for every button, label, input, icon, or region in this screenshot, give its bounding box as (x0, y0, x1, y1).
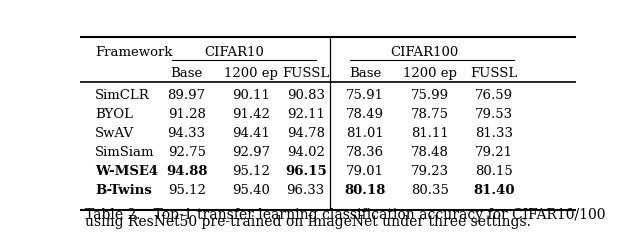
Text: 92.75: 92.75 (168, 146, 205, 159)
Text: 76.59: 76.59 (475, 89, 513, 102)
Text: FUSSL: FUSSL (470, 67, 518, 80)
Text: 96.15: 96.15 (285, 165, 326, 178)
Text: 79.23: 79.23 (411, 165, 449, 178)
Text: 79.53: 79.53 (475, 108, 513, 121)
Text: BYOL: BYOL (95, 108, 133, 121)
Text: 89.97: 89.97 (168, 89, 205, 102)
Text: 1200 ep: 1200 ep (403, 67, 456, 80)
Text: 80.35: 80.35 (411, 184, 449, 197)
Text: W-MSE4: W-MSE4 (95, 165, 158, 178)
Text: SwAV: SwAV (95, 127, 134, 140)
Text: Base: Base (349, 67, 381, 80)
Text: 75.99: 75.99 (411, 89, 449, 102)
Text: using ResNet50 pre-trained on ImageNet under three settings.: using ResNet50 pre-trained on ImageNet u… (85, 215, 531, 229)
Text: 81.33: 81.33 (475, 127, 513, 140)
Text: CIFAR10: CIFAR10 (204, 46, 264, 59)
Text: 95.12: 95.12 (168, 184, 205, 197)
Text: SimSiam: SimSiam (95, 146, 154, 159)
Text: 78.75: 78.75 (411, 108, 449, 121)
Text: 95.40: 95.40 (232, 184, 270, 197)
Text: B-Twins: B-Twins (95, 184, 152, 197)
Text: Base: Base (170, 67, 203, 80)
Text: 78.36: 78.36 (346, 146, 384, 159)
Text: 94.02: 94.02 (287, 146, 324, 159)
Text: 90.83: 90.83 (287, 89, 324, 102)
Text: Framework: Framework (95, 46, 172, 59)
Text: 79.21: 79.21 (475, 146, 513, 159)
Text: 92.97: 92.97 (232, 146, 270, 159)
Text: SimCLR: SimCLR (95, 89, 150, 102)
Text: 94.33: 94.33 (168, 127, 205, 140)
Text: 94.41: 94.41 (232, 127, 270, 140)
Text: 81.40: 81.40 (474, 184, 515, 197)
Text: 94.88: 94.88 (166, 165, 207, 178)
Text: 91.28: 91.28 (168, 108, 205, 121)
Text: 80.18: 80.18 (344, 184, 386, 197)
Text: 91.42: 91.42 (232, 108, 270, 121)
Text: CIFAR100: CIFAR100 (390, 46, 459, 59)
Text: 1200 ep: 1200 ep (224, 67, 278, 80)
Text: 81.11: 81.11 (411, 127, 449, 140)
Text: 78.49: 78.49 (346, 108, 384, 121)
Text: 94.78: 94.78 (287, 127, 324, 140)
Text: 96.33: 96.33 (287, 184, 325, 197)
Text: 92.11: 92.11 (287, 108, 324, 121)
Text: 80.15: 80.15 (476, 165, 513, 178)
Text: 75.91: 75.91 (346, 89, 384, 102)
Text: 78.48: 78.48 (411, 146, 449, 159)
Text: FUSSL: FUSSL (282, 67, 330, 80)
Text: Table 2.   Top-1 transfer learning classification accuracy for CIFAR10/100: Table 2. Top-1 transfer learning classif… (85, 208, 605, 222)
Text: 95.12: 95.12 (232, 165, 270, 178)
Text: 90.11: 90.11 (232, 89, 270, 102)
Text: 79.01: 79.01 (346, 165, 384, 178)
Text: 81.01: 81.01 (346, 127, 384, 140)
